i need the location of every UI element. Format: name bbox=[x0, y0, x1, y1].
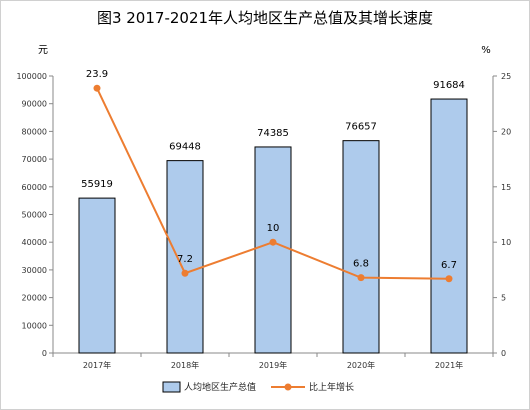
chart-title: 图3 2017-2021年人均地区生产总值及其增长速度 bbox=[97, 9, 433, 27]
left-tick-label: 10000 bbox=[22, 321, 47, 330]
line-data-label: 6.8 bbox=[353, 259, 369, 270]
right-tick-label: 10 bbox=[501, 238, 511, 247]
bar bbox=[166, 160, 204, 354]
right-axis-unit: % bbox=[481, 45, 491, 56]
legend-line-label: 比上年增长 bbox=[309, 381, 354, 393]
line-point bbox=[93, 84, 101, 92]
left-tick-label: 100000 bbox=[16, 72, 47, 81]
axes: 0 10000 20000 30000 40000 50000 60000 70000 8000… bbox=[16, 72, 511, 370]
line-data-label: 10 bbox=[267, 223, 280, 234]
x-tick-label: 2021年 bbox=[435, 360, 463, 370]
line-data-label: 6.7 bbox=[441, 260, 457, 271]
x-tick-label: 2017年 bbox=[83, 360, 111, 370]
line-data-label: 7.2 bbox=[177, 254, 193, 265]
bar-data-label: 69448 bbox=[169, 142, 201, 153]
left-tick-label: 30000 bbox=[22, 266, 47, 275]
bar bbox=[430, 98, 468, 354]
legend-bar-swatch bbox=[162, 381, 181, 393]
legend-line-marker bbox=[284, 383, 292, 391]
left-tick-label: 40000 bbox=[22, 238, 47, 247]
line-series: 23.9 7.2 10 6.8 6.7 bbox=[86, 69, 457, 283]
bar-data-label: 76657 bbox=[345, 122, 377, 133]
bar bbox=[78, 197, 116, 354]
line-point bbox=[445, 275, 453, 283]
left-axis-unit: 元 bbox=[38, 45, 48, 56]
left-tick-label: 60000 bbox=[22, 183, 47, 192]
bar-series: 55919 69448 74385 76657 91684 bbox=[78, 80, 468, 354]
right-tick-label: 0 bbox=[501, 349, 506, 358]
bar bbox=[254, 146, 292, 354]
right-tick-label: 20 bbox=[501, 127, 511, 136]
left-tick-label: 50000 bbox=[22, 211, 47, 220]
line-point bbox=[357, 274, 365, 282]
left-tick-label: 0 bbox=[42, 349, 47, 358]
line-point bbox=[181, 269, 189, 277]
bar bbox=[342, 140, 380, 354]
right-tick-label: 5 bbox=[501, 294, 506, 303]
bar-data-label: 55919 bbox=[81, 179, 113, 190]
line-point bbox=[269, 238, 277, 246]
legend-bar-label: 人均地区生产总值 bbox=[184, 381, 256, 393]
left-tick-label: 20000 bbox=[22, 294, 47, 303]
left-tick-label: 90000 bbox=[22, 100, 47, 109]
left-tick-label: 70000 bbox=[22, 155, 47, 164]
legend: 人均地区生产总值 比上年增长 bbox=[162, 381, 354, 393]
line-data-label: 23.9 bbox=[86, 69, 108, 80]
x-tick-label: 2020年 bbox=[347, 360, 375, 370]
x-tick-label: 2019年 bbox=[259, 360, 287, 370]
right-tick-label: 15 bbox=[501, 183, 511, 192]
right-tick-label: 25 bbox=[501, 72, 511, 81]
x-tick-label: 2018年 bbox=[171, 360, 199, 370]
bar-data-label: 74385 bbox=[257, 128, 289, 139]
left-tick-label: 80000 bbox=[22, 127, 47, 136]
bar-data-label: 91684 bbox=[433, 80, 465, 91]
